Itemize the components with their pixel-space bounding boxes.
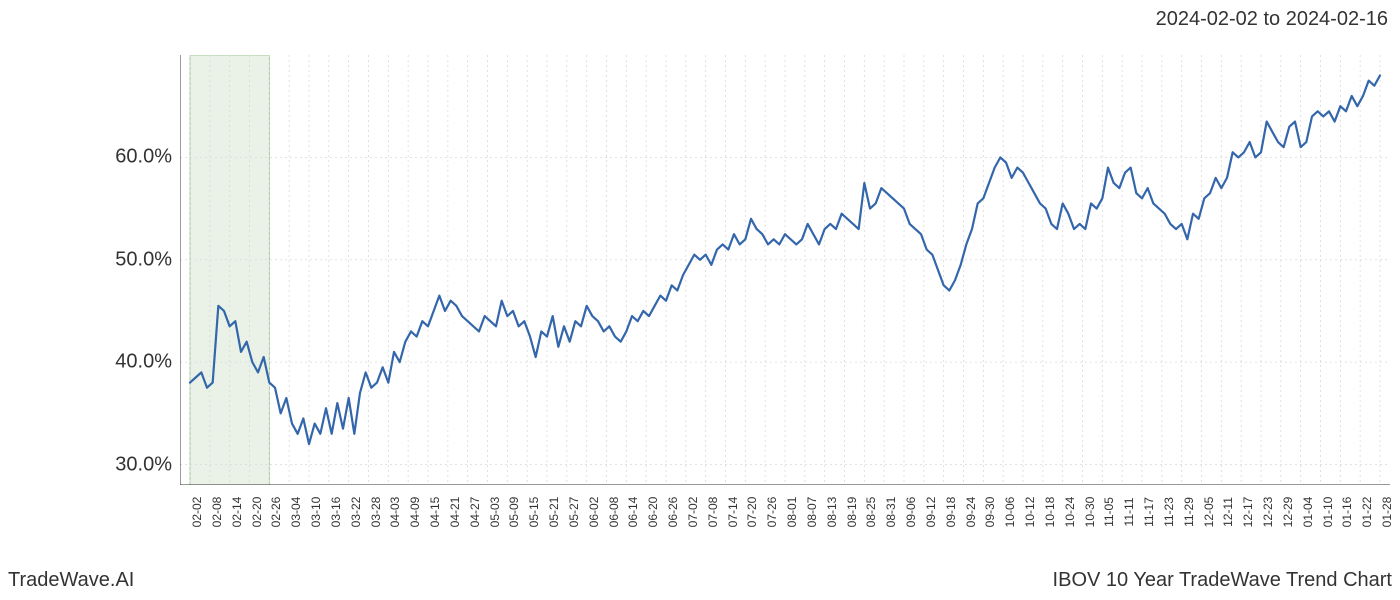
date-range-header: 2024-02-02 to 2024-02-16 bbox=[1156, 8, 1388, 31]
x-tick-label: 10-24 bbox=[1063, 497, 1077, 528]
x-tick-label: 04-21 bbox=[448, 497, 462, 528]
x-tick-label: 07-08 bbox=[706, 497, 720, 528]
x-tick-label: 12-23 bbox=[1261, 497, 1275, 528]
x-tick-label: 10-12 bbox=[1023, 497, 1037, 528]
x-tick-label: 07-20 bbox=[745, 497, 759, 528]
x-tick-label: 10-18 bbox=[1043, 497, 1057, 528]
y-tick-label: 50.0% bbox=[115, 248, 172, 271]
x-tick-label: 11-05 bbox=[1102, 497, 1116, 527]
x-tick-label: 07-14 bbox=[726, 497, 740, 528]
x-tick-label: 06-14 bbox=[626, 497, 640, 528]
chart-svg bbox=[180, 55, 1390, 485]
x-tick-label: 02-02 bbox=[190, 497, 204, 528]
x-tick-label: 06-26 bbox=[666, 497, 680, 528]
x-tick-label: 03-16 bbox=[329, 497, 343, 528]
y-tick-label: 30.0% bbox=[115, 453, 172, 476]
x-tick-label: 09-18 bbox=[944, 497, 958, 528]
x-tick-label: 11-11 bbox=[1122, 498, 1136, 527]
x-tick-label: 05-15 bbox=[527, 497, 541, 528]
x-tick-label: 06-08 bbox=[607, 497, 621, 528]
x-tick-label: 01-28 bbox=[1380, 497, 1394, 528]
x-tick-label: 10-30 bbox=[1083, 497, 1097, 528]
x-tick-label: 01-22 bbox=[1360, 497, 1374, 528]
trend-chart bbox=[180, 55, 1390, 485]
footer-chart-title: IBOV 10 Year TradeWave Trend Chart bbox=[1053, 569, 1392, 592]
x-tick-label: 11-29 bbox=[1182, 497, 1196, 527]
x-tick-label: 02-26 bbox=[269, 497, 283, 528]
x-tick-label: 12-17 bbox=[1241, 497, 1255, 528]
x-tick-label: 03-10 bbox=[309, 497, 323, 528]
x-tick-label: 05-03 bbox=[488, 497, 502, 528]
x-tick-label: 02-14 bbox=[230, 497, 244, 528]
x-tick-label: 09-12 bbox=[924, 497, 938, 528]
y-tick-label: 40.0% bbox=[115, 351, 172, 374]
x-tick-label: 04-15 bbox=[428, 497, 442, 528]
footer-brand: TradeWave.AI bbox=[8, 569, 134, 592]
x-tick-label: 08-19 bbox=[845, 497, 859, 528]
x-tick-label: 08-25 bbox=[864, 497, 878, 528]
x-tick-label: 11-17 bbox=[1142, 497, 1156, 527]
x-axis: 02-02 02-08 02-14 02-20 02-26 03-04 03-10 03-16… bbox=[180, 490, 1390, 560]
x-tick-label: 09-24 bbox=[964, 497, 978, 528]
x-tick-label: 12-11 bbox=[1221, 497, 1235, 527]
x-tick-label: 10-06 bbox=[1003, 497, 1017, 528]
x-tick-label: 08-31 bbox=[884, 497, 898, 528]
x-tick-label: 03-28 bbox=[369, 497, 383, 528]
y-axis: 30.0% 40.0% 50.0% 60.0% bbox=[80, 55, 180, 485]
x-tick-label: 08-01 bbox=[785, 497, 799, 528]
x-tick-label: 02-20 bbox=[250, 497, 264, 528]
x-tick-label: 07-02 bbox=[686, 497, 700, 528]
x-tick-label: 03-04 bbox=[289, 497, 303, 528]
x-tick-label: 12-29 bbox=[1281, 497, 1295, 528]
y-tick-label: 60.0% bbox=[115, 146, 172, 169]
x-tick-label: 06-20 bbox=[646, 497, 660, 528]
x-tick-label: 01-16 bbox=[1340, 497, 1354, 528]
x-tick-label: 09-30 bbox=[983, 497, 997, 528]
x-tick-label: 07-26 bbox=[765, 497, 779, 528]
x-tick-label: 05-09 bbox=[507, 497, 521, 528]
x-tick-label: 05-27 bbox=[567, 497, 581, 528]
x-tick-label: 04-03 bbox=[388, 497, 402, 528]
x-tick-label: 09-06 bbox=[904, 497, 918, 528]
x-tick-label: 01-10 bbox=[1321, 497, 1335, 528]
x-tick-label: 01-04 bbox=[1301, 497, 1315, 528]
x-tick-label: 11-23 bbox=[1162, 497, 1176, 527]
x-tick-label: 04-27 bbox=[468, 497, 482, 528]
x-tick-label: 06-02 bbox=[587, 497, 601, 528]
x-tick-label: 12-05 bbox=[1202, 497, 1216, 528]
x-tick-label: 08-07 bbox=[805, 497, 819, 528]
x-tick-label: 04-09 bbox=[408, 497, 422, 528]
x-tick-label: 03-22 bbox=[349, 497, 363, 528]
x-tick-label: 08-13 bbox=[825, 497, 839, 528]
x-tick-label: 05-21 bbox=[547, 497, 561, 528]
x-tick-label: 02-08 bbox=[210, 497, 224, 528]
